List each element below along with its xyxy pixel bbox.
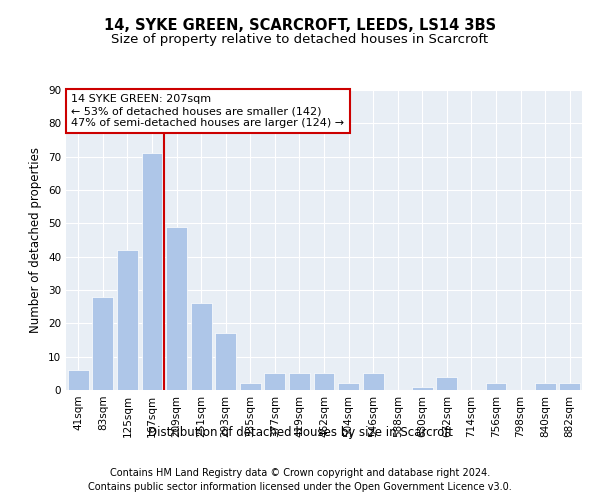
Bar — [314, 374, 334, 390]
Text: Size of property relative to detached houses in Scarcroft: Size of property relative to detached ho… — [112, 32, 488, 46]
Bar — [289, 374, 310, 390]
Text: Contains HM Land Registry data © Crown copyright and database right 2024.: Contains HM Land Registry data © Crown c… — [110, 468, 490, 477]
Bar — [117, 250, 138, 390]
Y-axis label: Number of detached properties: Number of detached properties — [29, 147, 43, 333]
Bar — [559, 384, 580, 390]
Bar — [535, 384, 556, 390]
Bar — [166, 226, 187, 390]
Bar — [215, 334, 236, 390]
Bar — [142, 154, 163, 390]
Text: Contains public sector information licensed under the Open Government Licence v3: Contains public sector information licen… — [88, 482, 512, 492]
Text: Distribution of detached houses by size in Scarcroft: Distribution of detached houses by size … — [148, 426, 452, 439]
Bar — [191, 304, 212, 390]
Bar — [338, 384, 359, 390]
Bar — [68, 370, 89, 390]
Bar — [436, 376, 457, 390]
Bar — [362, 374, 383, 390]
Text: 14, SYKE GREEN, SCARCROFT, LEEDS, LS14 3BS: 14, SYKE GREEN, SCARCROFT, LEEDS, LS14 3… — [104, 18, 496, 32]
Bar — [412, 386, 433, 390]
Bar — [265, 374, 286, 390]
Bar — [240, 384, 261, 390]
Bar — [92, 296, 113, 390]
Bar — [485, 384, 506, 390]
Text: 14 SYKE GREEN: 207sqm
← 53% of detached houses are smaller (142)
47% of semi-det: 14 SYKE GREEN: 207sqm ← 53% of detached … — [71, 94, 344, 128]
